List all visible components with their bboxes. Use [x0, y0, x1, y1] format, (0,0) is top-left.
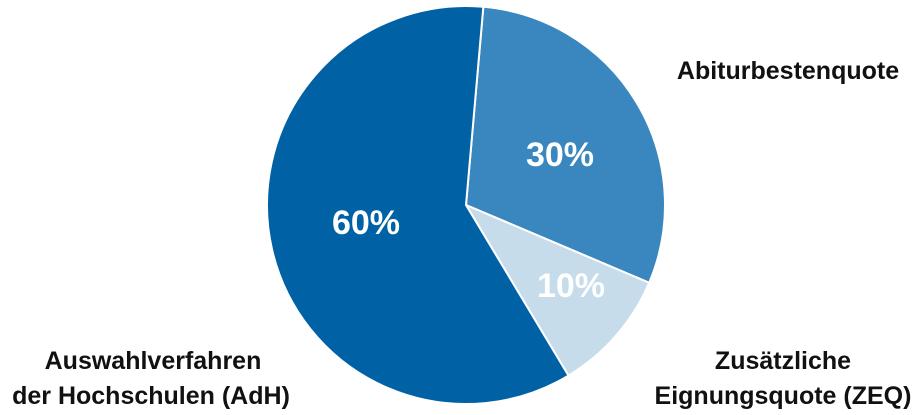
- category-label-abiturbestenquote: Abiturbestenquote: [677, 57, 899, 85]
- category-label-zeq-line2: Eignungsquote (ZEQ): [655, 382, 912, 410]
- pie-slice-zeq: [465, 204, 651, 377]
- category-label-adh-line1: Auswahlverfahren: [45, 347, 262, 375]
- pie-slice-abiturbestenquote: [465, 5, 666, 284]
- data-label-zeq: 10%: [537, 267, 605, 305]
- pie: [266, 5, 666, 405]
- data-label-abiturbestenquote: 30%: [526, 136, 594, 174]
- pie-slice-adh: [266, 5, 570, 405]
- category-label-zeq-line1: Zusätzliche: [715, 347, 851, 375]
- data-label-adh: 60%: [332, 204, 400, 242]
- category-label-adh-line2: der Hochschulen (AdH): [12, 382, 290, 410]
